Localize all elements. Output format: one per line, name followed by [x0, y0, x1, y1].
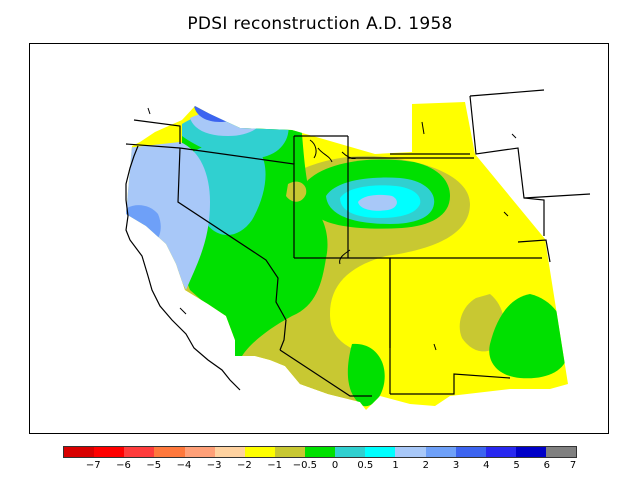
- legend-swatch: [124, 447, 155, 457]
- zone-lightblue-pnw: [126, 142, 210, 290]
- zone-green-nevada: [273, 240, 312, 274]
- legend-tick-label: 7: [569, 460, 577, 471]
- legend-swatch: [184, 447, 215, 457]
- legend-tick-row: −7 −6 −5 −4 −3 −2 −1 −0.5 0 0.5 1 2 3 4 5 6 7: [63, 460, 577, 474]
- legend-tick-label: 6: [543, 460, 550, 471]
- zone-lightblue-wyoming: [358, 194, 397, 211]
- zone-olive-montana: [286, 181, 307, 202]
- map-frame: [29, 43, 609, 434]
- legend-tick-label: −5: [146, 460, 162, 471]
- legend-tick-label: 4: [483, 460, 490, 471]
- legend-swatch: [274, 447, 305, 457]
- legend-swatch: [335, 447, 366, 457]
- legend-swatch: [485, 447, 516, 457]
- legend-tick-label: −1: [267, 460, 283, 471]
- legend-swatch: [214, 447, 245, 457]
- legend-swatch: [64, 447, 95, 457]
- legend-tick-label: −3: [206, 460, 222, 471]
- legend-swatch: [425, 447, 456, 457]
- pdsi-map: [125, 89, 591, 410]
- legend-tick-label: −6: [116, 460, 131, 471]
- legend-swatch: [365, 447, 396, 457]
- zone-green-south: [347, 343, 385, 407]
- legend-swatch: [395, 447, 426, 457]
- state-boundaries: [125, 89, 591, 397]
- legend-tick-label: −0.5: [292, 460, 318, 471]
- legend-swatch: [546, 447, 577, 457]
- legend-tick-label: −7: [85, 460, 101, 471]
- zone-blue-coast: [126, 205, 161, 248]
- legend-tick-label: 1: [392, 460, 399, 471]
- legend-swatch: [154, 447, 185, 457]
- lakes: [147, 107, 517, 351]
- legend-swatch: [515, 447, 546, 457]
- legend-tick-label: 3: [452, 460, 460, 471]
- legend-tick-label: −2: [237, 460, 252, 471]
- legend-tick-label: 0: [331, 460, 339, 471]
- legend-tick-label: 2: [422, 460, 429, 471]
- legend-tick-label: −4: [176, 460, 192, 471]
- legend-swatch: [244, 447, 275, 457]
- legend-swatch: [94, 447, 125, 457]
- legend-tick-label: 5: [513, 460, 520, 471]
- legend-swatch: [305, 447, 336, 457]
- legend-swatch: [455, 447, 486, 457]
- map-title: PDSI reconstruction A.D. 1958: [187, 14, 453, 34]
- legend-tick-label: 0.5: [357, 460, 374, 471]
- legend-colorbar: [63, 446, 577, 458]
- zone-green-eastnm: [489, 294, 568, 379]
